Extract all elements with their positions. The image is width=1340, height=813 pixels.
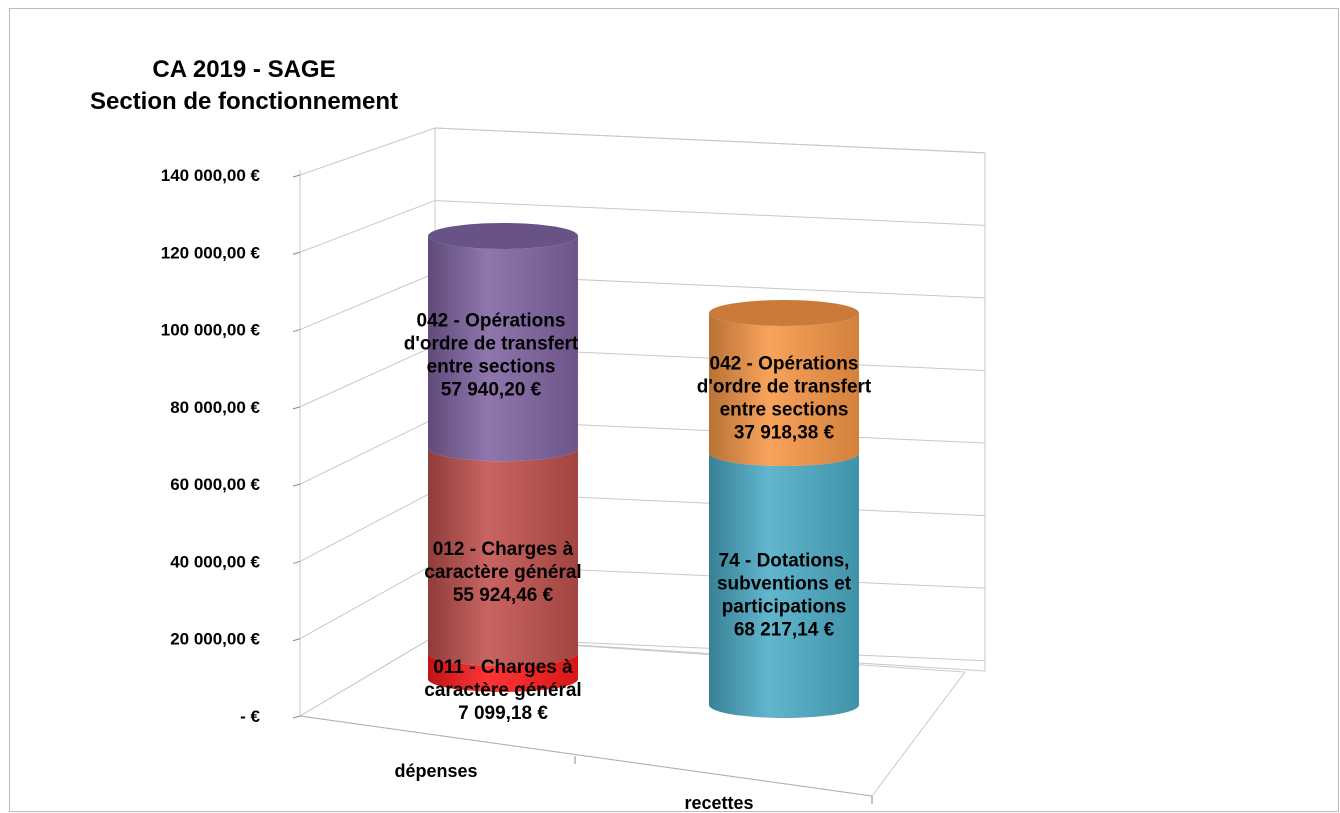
bar-segment [709,453,859,718]
bar-segment [428,236,578,462]
chart-frame [9,8,1339,812]
gridline [434,200,986,226]
gridline-side [299,345,436,408]
x-axis: dépenses recettes [299,715,873,813]
y-tick-label: 60 000,00 € [170,475,260,494]
y-tick-label: - € [240,707,260,726]
y-tick-label: 80 000,00 € [170,398,260,417]
gridline-side [299,200,436,253]
chart-title: CA 2019 - SAGE Section de fonctionnement [44,54,444,118]
gridline-side [299,562,436,640]
gridline-side [299,417,436,485]
segment-data-label: 74 - Dotations, subventions et participati… [717,551,852,641]
segment-data-label: 012 - Charges à caractère général 55 924,4… [424,539,581,606]
chart-title-line-2: Section de fonctionnement [89,88,398,115]
y-tick-mark [292,406,301,410]
segment-labels: 011 - Charges à caractère général 7 099,18… [404,311,872,725]
x-category-label: dépenses [394,761,477,781]
x-category-label: recettes [684,793,753,813]
bar-segment [428,448,578,667]
gridline-side [299,635,436,717]
bar-top [709,300,859,326]
y-tick-label: 20 000,00 € [170,630,260,649]
bar-top [428,223,578,249]
bar-segment [428,653,578,692]
x-axis-line [299,715,873,797]
y-tick-label: 40 000,00 € [170,552,260,571]
gridlines [299,127,986,717]
segment-data-label: 042 - Opérations d'ordre de transfert entr… [697,354,872,444]
segment-data-label: 042 - Opérations d'ordre de transfert entr… [404,311,579,401]
y-tick-mark [292,560,301,564]
segment-data-label: 011 - Charges à caractère général 7 099,18… [424,657,581,724]
y-tick-mark [292,638,301,642]
gridline-side [299,272,436,331]
gridline-side [299,127,436,176]
bars [428,223,859,718]
y-tick-label: 120 000,00 € [161,243,261,262]
gridline [434,127,986,154]
bar-segment [709,313,859,467]
y-tick-mark [292,715,301,719]
y-tick-label: 100 000,00 € [161,321,261,340]
chart-title-line-1: CA 2019 - SAGE [152,56,336,83]
y-tick-mark [292,329,301,333]
y-tick-mark [292,251,301,255]
y-tick-mark [292,174,301,178]
y-tick-label: 140 000,00 € [161,166,261,185]
chart-walls [298,127,986,797]
gridline-side [299,490,436,562]
y-axis-ticks: - € 20 000,00 € 40 000,00 € 60 000,00 € 80 0… [161,166,301,726]
y-tick-mark [292,483,301,487]
